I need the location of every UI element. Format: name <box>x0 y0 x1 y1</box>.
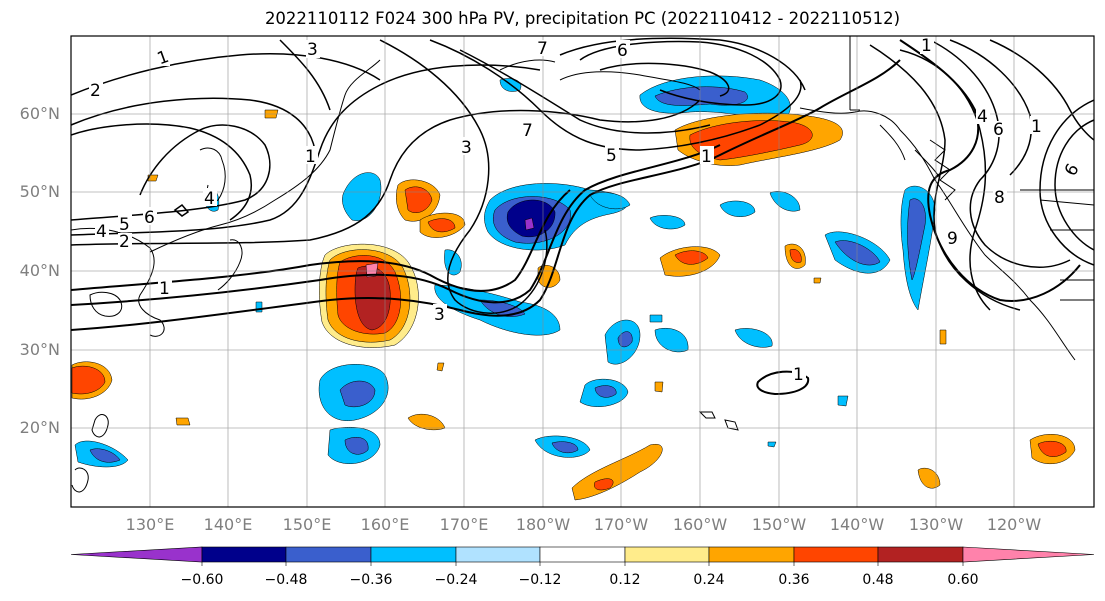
colorbar-segment <box>285 546 372 563</box>
pv-contours <box>71 37 1094 396</box>
colorbar-tick-label: 0.48 <box>862 572 894 588</box>
lon-label-150w: 150°W <box>751 515 807 534</box>
contour-label: 3 <box>461 138 472 158</box>
contour-label: 7 <box>522 121 533 141</box>
contour-label: 8 <box>994 188 1005 208</box>
colorbar-segment <box>962 546 1095 563</box>
contour-label: 6 <box>144 208 155 228</box>
lon-label-130e: 130°E <box>125 515 175 534</box>
contour-label: 6 <box>617 41 628 61</box>
lon-label-150e: 150°E <box>282 515 332 534</box>
colorbar-tick-label: −0.12 <box>518 572 562 588</box>
contour-label: 1 <box>701 147 712 167</box>
lon-label-130w: 130°W <box>908 515 964 534</box>
lat-label-50n: 50°N <box>19 182 60 201</box>
contour-label: 9 <box>947 229 958 249</box>
colorbar-segment <box>70 546 203 563</box>
contour-label: 2 <box>90 81 101 101</box>
colorbar-tick-label: 0.12 <box>609 572 641 588</box>
contour-label: 1 <box>1031 117 1042 137</box>
contour-label: 6 <box>993 120 1004 140</box>
contour-label: 1 <box>159 279 170 299</box>
colorbar-segment <box>370 546 457 563</box>
contour-labels: 1 3 2 6 7 6 5 4 2 7 3 1 5 4 1 3 1 1 4 <box>89 36 1084 385</box>
lon-label-180w: 180°W <box>515 515 571 534</box>
lat-label-40n: 40°N <box>19 261 60 280</box>
colorbar-segment <box>877 546 964 563</box>
colorbar-segment <box>624 546 710 563</box>
contour-label: 4 <box>96 222 107 242</box>
contour-label: 5 <box>606 146 617 166</box>
colorbar-tick-label: −0.24 <box>434 572 478 588</box>
colorbar-tick-label: 0.24 <box>693 572 725 588</box>
contour-label: 4 <box>977 107 988 127</box>
lon-label-120w: 120°W <box>986 515 1042 534</box>
contour-label: 2 <box>119 232 130 252</box>
colorbar-segment <box>201 546 287 563</box>
colorbar-tick-label: −0.36 <box>349 572 393 588</box>
colorbar-tick-label: 0.60 <box>947 572 979 588</box>
colorbar-tick-label: −0.48 <box>264 572 308 588</box>
contour-label: 4 <box>204 189 215 209</box>
contour-label: 7 <box>537 39 548 59</box>
lon-label-160w: 160°W <box>672 515 728 534</box>
contour-label: 1 <box>305 147 316 167</box>
lat-label-30n: 30°N <box>19 340 60 359</box>
contour-label: 3 <box>307 40 318 60</box>
colorbar <box>70 546 1095 566</box>
lat-label-60n: 60°N <box>19 104 60 123</box>
coastlines <box>71 36 1094 493</box>
colorbar-segment <box>455 546 541 563</box>
lon-label-170w: 170°W <box>593 515 649 534</box>
contour-label: 5 <box>119 215 130 235</box>
contour-label: 3 <box>434 305 445 325</box>
map-title: 2022110112 F024 300 hPa PV, precipitatio… <box>264 9 901 28</box>
colorbar-segment <box>539 546 626 563</box>
lon-label-140w: 140°W <box>829 515 885 534</box>
contour-label: 1 <box>921 36 932 56</box>
lon-label-140e: 140°E <box>203 515 253 534</box>
colorbar-segment <box>708 546 795 563</box>
lon-label-170e: 170°E <box>439 515 489 534</box>
lat-label-20n: 20°N <box>19 418 60 437</box>
colorbar-tick-label: 0.36 <box>778 572 810 588</box>
map-frame <box>70 35 1095 508</box>
colorbar-segment <box>793 546 879 563</box>
contour-label: 1 <box>793 365 804 385</box>
gridlines <box>71 36 1094 507</box>
colorbar-tick-label: −0.60 <box>180 572 224 588</box>
lon-label-160e: 160°E <box>360 515 410 534</box>
